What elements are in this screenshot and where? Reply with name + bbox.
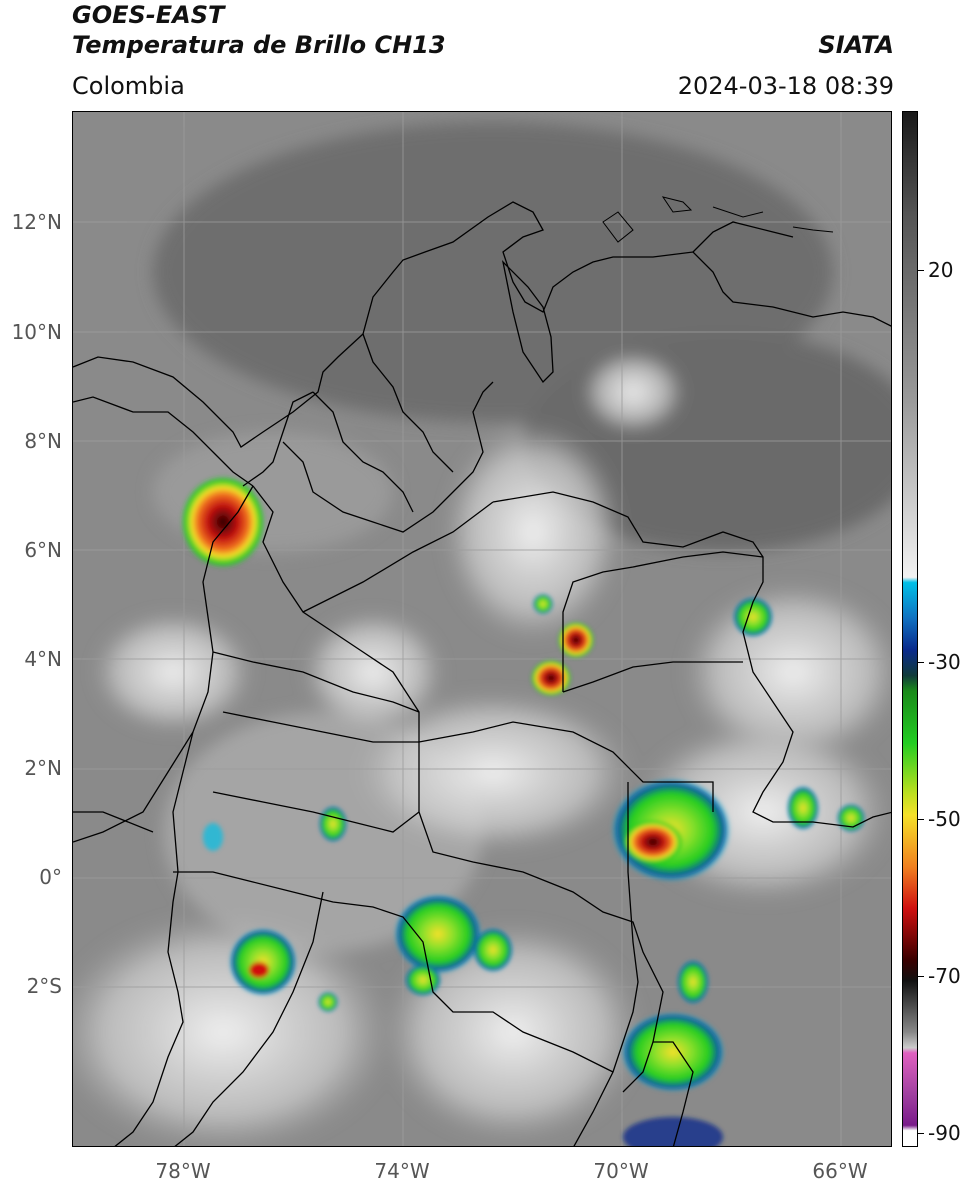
colorbar-tick xyxy=(918,819,924,820)
lat-label-2n: 2°N xyxy=(24,756,62,780)
lat-label-12n: 12°N xyxy=(11,210,62,234)
lat-label-10n: 10°N xyxy=(11,320,62,344)
satellite-map xyxy=(72,111,892,1147)
colorbar-label-minus30: -30 xyxy=(928,650,961,674)
lat-label-0: 0° xyxy=(39,865,62,889)
lon-label-70w: 70°W xyxy=(593,1159,649,1183)
colorbar-label-minus50: -50 xyxy=(928,807,961,831)
colorbar-tick xyxy=(918,662,924,663)
lat-label-2s: 2°S xyxy=(26,974,62,998)
region-label: Colombia xyxy=(72,72,185,100)
lat-label-8n: 8°N xyxy=(24,429,62,453)
colorbar-label-20: 20 xyxy=(928,258,954,282)
colorbar-tick xyxy=(918,270,924,271)
title-line-1: GOES-EAST xyxy=(72,1,225,29)
lon-label-74w: 74°W xyxy=(374,1159,430,1183)
lon-label-78w: 78°W xyxy=(155,1159,211,1183)
brand-label: SIATA xyxy=(818,31,894,59)
temperature-colorbar xyxy=(902,111,918,1147)
lon-label-66w: 66°W xyxy=(812,1159,868,1183)
colorbar-label-minus90: -90 xyxy=(928,1121,961,1145)
colorbar-tick xyxy=(918,1133,924,1134)
colorbar-label-minus70: -70 xyxy=(928,964,961,988)
lat-label-4n: 4°N xyxy=(24,647,62,671)
lat-label-6n: 6°N xyxy=(24,538,62,562)
colorbar-tick xyxy=(918,976,924,977)
title-line-2: Temperatura de Brillo CH13 xyxy=(72,31,446,59)
satellite-image xyxy=(73,112,891,1146)
datetime-label: 2024-03-18 08:39 xyxy=(677,72,894,100)
